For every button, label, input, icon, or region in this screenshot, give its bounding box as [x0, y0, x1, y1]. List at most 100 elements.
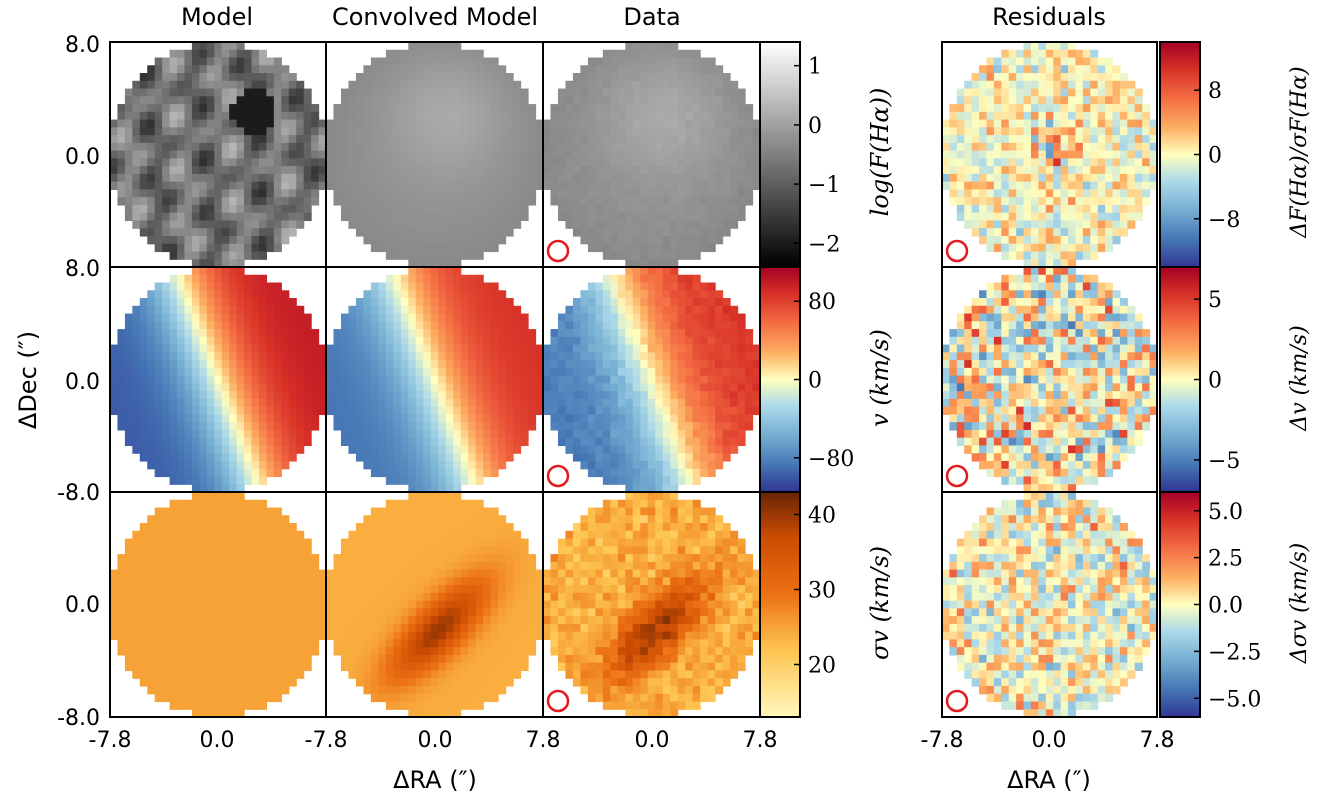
map-pixel	[288, 220, 297, 229]
map-pixel	[288, 344, 297, 353]
map-pixel	[505, 414, 514, 423]
map-pixel	[273, 127, 282, 136]
map-pixel	[647, 88, 656, 97]
map-pixel	[430, 119, 439, 128]
map-pixel	[154, 344, 163, 353]
map-pixel	[415, 360, 424, 369]
colorbar-step	[760, 44, 800, 49]
map-pixel	[169, 204, 178, 214]
map-pixel	[1001, 197, 1010, 206]
map-pixel	[685, 228, 694, 237]
map-pixel	[296, 391, 305, 400]
map-pixel	[154, 73, 163, 82]
map-pixel	[505, 189, 514, 198]
map-pixel	[453, 422, 462, 431]
map-pixel	[580, 119, 589, 128]
map-pixel	[139, 429, 148, 439]
map-pixel	[572, 367, 582, 377]
map-pixel	[993, 220, 1002, 229]
map-pixel	[184, 398, 193, 408]
map-pixel	[580, 453, 589, 462]
map-pixel	[1149, 173, 1158, 183]
map-pixel	[520, 127, 529, 136]
map-pixel	[964, 96, 973, 105]
map-pixel	[273, 135, 282, 144]
map-pixel	[1075, 251, 1084, 260]
map-pixel	[147, 142, 156, 152]
map-pixel	[722, 422, 731, 431]
map-pixel	[535, 166, 544, 175]
map-pixel	[206, 336, 215, 346]
map-pixel	[483, 398, 492, 408]
map-pixel	[214, 228, 223, 237]
map-pixel	[692, 398, 701, 408]
map-pixel	[737, 383, 746, 392]
map-pixel	[610, 305, 619, 315]
map-pixel	[288, 104, 297, 113]
map-pixel	[340, 336, 350, 346]
map-pixel	[722, 298, 731, 307]
map-pixel	[722, 336, 731, 346]
map-pixel	[640, 228, 649, 237]
map-pixel	[154, 298, 163, 307]
map-pixel	[550, 197, 559, 206]
map-pixel	[154, 453, 163, 462]
colorbar-step	[760, 292, 800, 296]
colorbar-step	[760, 359, 800, 364]
map-pixel	[550, 329, 559, 338]
map-pixel	[273, 65, 282, 74]
map-pixel	[296, 422, 305, 431]
map-pixel	[184, 197, 193, 206]
map-pixel	[370, 367, 379, 377]
map-pixel	[221, 282, 230, 291]
map-pixel	[288, 383, 297, 392]
map-pixel	[184, 204, 193, 214]
map-pixel	[498, 329, 507, 338]
map-pixel	[670, 142, 679, 152]
map-pixel	[124, 391, 133, 400]
map-pixel	[191, 282, 200, 291]
map-pixel	[662, 445, 671, 454]
map-pixel	[964, 212, 973, 222]
map-pixel	[124, 360, 133, 369]
map-pixel	[438, 352, 447, 361]
map-pixel	[348, 142, 357, 152]
colorbar-step	[760, 89, 800, 94]
map-pixel	[154, 57, 163, 66]
map-pixel	[662, 228, 671, 237]
colorbar-step	[760, 427, 800, 431]
map-pixel	[453, 212, 462, 222]
map-pixel	[1016, 251, 1025, 260]
map-pixel	[670, 391, 679, 400]
colorbar-step	[760, 70, 800, 74]
map-pixel	[655, 173, 664, 183]
map-pixel	[333, 166, 342, 175]
map-pixel	[1068, 181, 1077, 191]
map-pixel	[730, 367, 739, 377]
map-pixel	[475, 235, 484, 245]
map-pixel	[647, 414, 656, 423]
column-title-residuals: Residuals	[992, 3, 1106, 31]
map-pixel	[692, 65, 701, 74]
map-pixel	[722, 437, 731, 447]
map-pixel	[363, 181, 372, 191]
map-pixel	[288, 142, 297, 152]
map-pixel	[430, 398, 439, 408]
colorbar-step	[1160, 53, 1200, 57]
map-pixel	[685, 336, 694, 346]
map-pixel	[640, 414, 649, 423]
map-pixel	[580, 391, 589, 400]
map-pixel	[363, 298, 372, 307]
map-pixel	[415, 352, 424, 361]
map-pixel	[251, 274, 260, 284]
map-pixel	[520, 173, 529, 183]
map-pixel	[385, 243, 394, 253]
map-pixel	[1075, 212, 1084, 222]
map-pixel	[595, 65, 604, 74]
map-pixel	[692, 80, 701, 90]
map-pixel	[662, 468, 671, 478]
colorbar-step	[760, 416, 800, 420]
map-pixel	[348, 173, 357, 183]
map-pixel	[647, 142, 656, 152]
map-pixel	[229, 367, 238, 377]
